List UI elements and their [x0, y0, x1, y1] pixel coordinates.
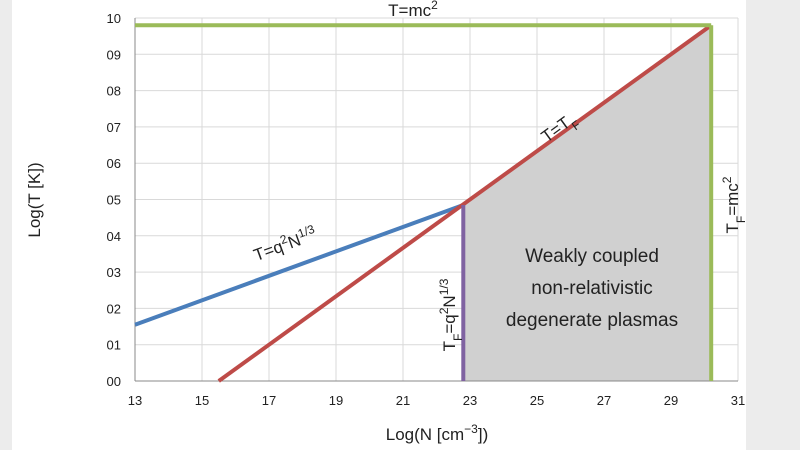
- y-tick-label: 07: [107, 120, 121, 135]
- annotation-part: 2: [431, 0, 438, 12]
- x-tick-label: 21: [396, 393, 410, 408]
- y-axis-label: Log(T [K]): [25, 162, 44, 237]
- region-label: degenerate plasmas: [506, 310, 678, 331]
- annotation-part: =mc: [723, 183, 742, 216]
- annotation-part: −3: [464, 422, 478, 436]
- annotation: TF=mc2: [720, 176, 748, 233]
- annotation-part: 2: [720, 176, 734, 183]
- y-tick-label: 04: [107, 229, 121, 244]
- annotation-part: F: [734, 216, 748, 223]
- edge-shade: [0, 0, 12, 450]
- annotation-part: 1/3: [437, 278, 451, 295]
- edge-shade: [746, 0, 800, 450]
- y-tick-label: 09: [107, 47, 121, 62]
- x-tick-label: 29: [664, 393, 678, 408]
- y-tick-label: 05: [107, 193, 121, 208]
- y-tick-label: 02: [107, 301, 121, 316]
- annotation-part: 2: [278, 232, 289, 248]
- region-label: Weakly coupled: [525, 246, 659, 267]
- annotation-part: F: [451, 334, 465, 341]
- annotation-part: T: [440, 341, 459, 351]
- annotation-part: Log(N [cm: [386, 425, 464, 444]
- annotation-part: T: [723, 223, 742, 233]
- annotation: TF=q2N1/3: [437, 278, 465, 351]
- line: [134, 203, 464, 327]
- annotation-part: 2: [437, 307, 451, 314]
- line: [217, 23, 713, 383]
- x-tick-label: 31: [731, 393, 745, 408]
- annotation-part: N: [440, 295, 459, 307]
- y-tick-label: 01: [107, 338, 121, 353]
- annotation-part: 1/3: [296, 222, 317, 241]
- y-tick-label: 06: [107, 156, 121, 171]
- y-tick-label: 10: [107, 11, 121, 26]
- x-tick-label: 19: [329, 393, 343, 408]
- annotation: T=q2N1/3: [250, 222, 319, 265]
- y-tick-label: 08: [107, 84, 121, 99]
- y-tick-label: 03: [107, 265, 121, 280]
- annotation-part: ]): [478, 425, 488, 444]
- y-tick-label: 00: [107, 374, 121, 389]
- x-tick-label: 13: [128, 393, 142, 408]
- region-area: [463, 25, 712, 381]
- x-tick-label: 27: [597, 393, 611, 408]
- x-tick-label: 23: [463, 393, 477, 408]
- annotation: T=mc2: [388, 0, 438, 20]
- annotation-part: =q: [440, 314, 459, 333]
- annotation-part: T=mc: [388, 1, 431, 20]
- x-axis-label: Log(N [cm−3]): [386, 422, 489, 444]
- x-tick-label: 15: [195, 393, 209, 408]
- region-label: non-relativistic: [531, 278, 652, 299]
- x-tick-label: 25: [530, 393, 544, 408]
- x-tick-label: 17: [262, 393, 276, 408]
- annotation-part: N: [285, 230, 303, 252]
